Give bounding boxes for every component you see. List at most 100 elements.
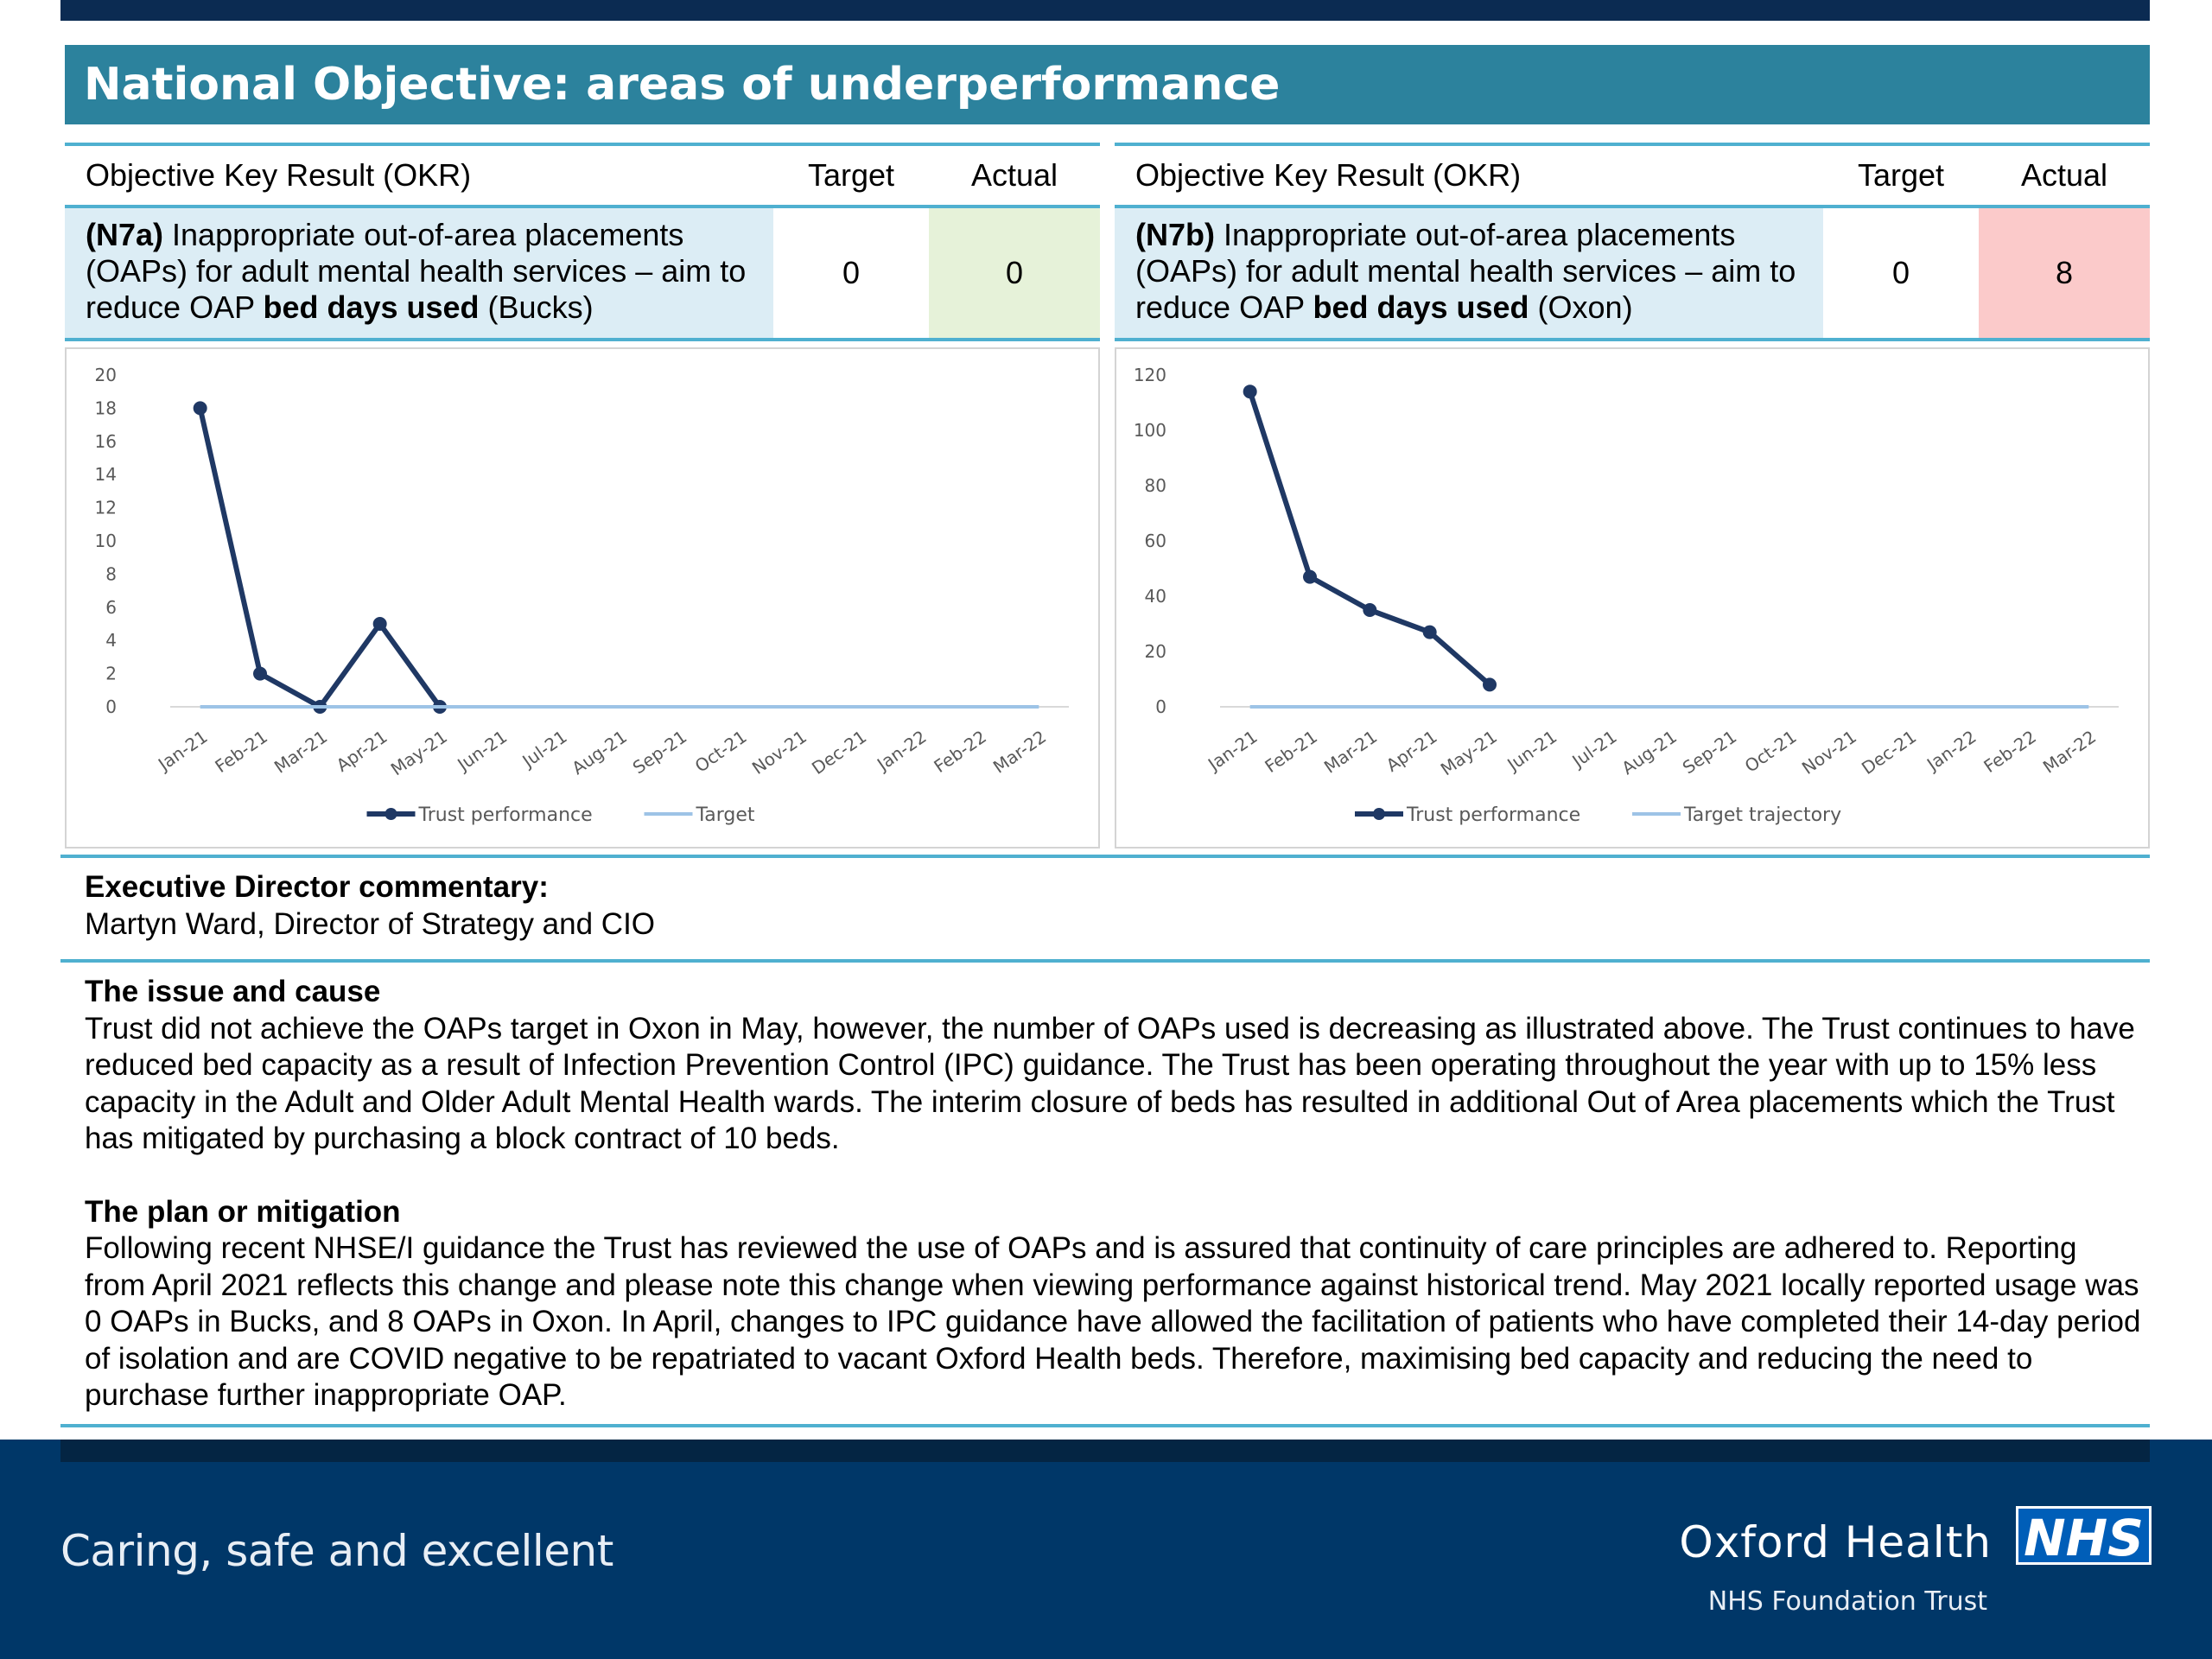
chart-n7a: 0 2 4 6 8 10 12 14 16 18 20 Jan-21 Feb-21 Mar-21 Apr-2…	[65, 347, 1100, 849]
commentary-heading: Executive Director commentary:	[85, 870, 549, 904]
commentary-section: Executive Director commentary: Martyn Wa…	[85, 869, 2141, 943]
y-tick-label: 20	[95, 365, 117, 385]
okr-text-end: (Bucks)	[479, 289, 594, 325]
legend-label: Trust performance	[1406, 804, 1580, 826]
okr-text: Inappropriate out-of-area placements (OA…	[1135, 217, 1796, 325]
page-title: National Objective: areas of underperfor…	[65, 45, 2150, 124]
okr-text-bold: bed days used	[1313, 289, 1529, 325]
data-point	[372, 617, 387, 631]
okr-text-end: (Oxon)	[1529, 289, 1633, 325]
issue-heading: The issue and cause	[85, 975, 381, 1008]
x-tick-label: Mar-22	[989, 726, 1050, 777]
y-tick-label: 6	[105, 597, 117, 618]
x-tick-label: Jan-21	[1203, 726, 1261, 775]
top-bar	[60, 0, 2150, 21]
footer-strip	[60, 1440, 2150, 1462]
x-tick-label: Oct-21	[691, 726, 751, 776]
x-tick-label: Nov-21	[748, 726, 810, 778]
tagline: Caring, safe and excellent	[60, 1526, 613, 1576]
data-point	[1363, 603, 1377, 617]
target-value: 0	[1891, 255, 1910, 290]
okr-row: (N7b) Inappropriate out-of-area placemen…	[1115, 208, 2150, 341]
legend-label: Target trajectory	[1683, 804, 1841, 826]
legend-label: Target	[696, 804, 755, 826]
y-tick-label: 100	[1134, 420, 1166, 441]
x-tick-label: Jan-22	[1922, 726, 1980, 775]
x-tick-label: Jun-21	[1502, 726, 1560, 775]
footer: Caring, safe and excellent Oxford Health…	[0, 1440, 2212, 1659]
data-point	[1303, 569, 1317, 584]
okr-column-header: Objective Key Result (OKR)	[1135, 157, 1522, 193]
org-name: Oxford Health	[1679, 1517, 1992, 1567]
okr-header-row: Objective Key Result (OKR) Target Actual	[65, 146, 1100, 208]
series-line	[1247, 391, 1491, 687]
plan-body: Following recent NHSE/I guidance the Tru…	[85, 1231, 2141, 1412]
x-tick-label: Aug-21	[1618, 726, 1681, 779]
y-tick-label: 8	[105, 563, 117, 584]
y-tick-label: 2	[105, 664, 117, 684]
y-tick-label: 20	[1145, 641, 1166, 662]
x-tick-label: Sep-21	[1679, 726, 1740, 778]
data-point	[1243, 385, 1257, 399]
x-tick-label: Apr-21	[333, 726, 391, 776]
target-column-header: Target	[807, 157, 895, 193]
x-tick-label: Dec-21	[808, 726, 870, 779]
data-point	[1483, 677, 1497, 692]
x-tick-label: Jul-21	[518, 726, 571, 772]
target-column-header: Target	[1857, 157, 1945, 193]
y-tick-label: 10	[95, 531, 117, 551]
divider	[60, 959, 2150, 963]
okr-text: Inappropriate out-of-area placements (OA…	[86, 217, 747, 325]
chart-n7b: 0 20 40 60 80 100 120 Jan-21 Feb-21 Mar-21 Apr-21 M…	[1115, 347, 2150, 849]
x-tick-label: Jun-21	[452, 726, 511, 775]
okr-description: (N7a) Inappropriate out-of-area placemen…	[65, 208, 773, 338]
divider	[60, 855, 2150, 858]
x-tick-label: Feb-21	[211, 726, 271, 777]
actual-column-header: Actual	[2020, 157, 2108, 193]
x-tick-label: Jul-21	[1567, 726, 1621, 772]
okr-column-header: Objective Key Result (OKR)	[86, 157, 472, 193]
series-line	[197, 407, 442, 709]
x-tick-label: Feb-22	[930, 726, 990, 777]
x-tick-label: Mar-21	[270, 726, 331, 777]
y-tick-label: 18	[95, 397, 117, 418]
data-point	[193, 401, 207, 416]
x-tick-label: Feb-22	[1980, 726, 2040, 777]
y-tick-label: 60	[1145, 531, 1166, 551]
y-tick-label: 4	[105, 630, 117, 651]
x-tick-label: Feb-21	[1261, 726, 1321, 777]
okr-row: (N7a) Inappropriate out-of-area placemen…	[65, 208, 1100, 341]
x-tick-label: Mar-21	[1320, 726, 1381, 777]
issue-body: Trust did not achieve the OAPs target in…	[85, 1011, 2135, 1156]
okr-description: (N7b) Inappropriate out-of-area placemen…	[1115, 208, 1823, 338]
target-value: 0	[842, 255, 861, 290]
y-tick-label: 80	[1145, 475, 1166, 496]
okr-code: (N7a)	[86, 217, 164, 252]
actual-column-header: Actual	[970, 157, 1058, 193]
issue-section: The issue and cause Trust did not achiev…	[85, 974, 2141, 1414]
legend-label: Trust performance	[418, 804, 593, 826]
x-tick-label: Jan-22	[872, 726, 930, 775]
okr-code: (N7b)	[1135, 217, 1215, 252]
y-tick-label: 12	[95, 498, 117, 518]
actual-value: 8	[1979, 208, 2150, 338]
y-tick-label: 0	[105, 696, 117, 717]
x-tick-label: Oct-21	[1741, 726, 1801, 776]
okr-header-row: Objective Key Result (OKR) Target Actual	[1115, 146, 2150, 208]
x-tick-label: Dec-21	[1858, 726, 1920, 779]
x-tick-label: Aug-21	[568, 726, 631, 779]
x-tick-label: Mar-22	[2039, 726, 2100, 777]
y-tick-label: 16	[95, 431, 117, 452]
y-tick-label: 120	[1134, 365, 1166, 385]
org-subtitle: NHS Foundation Trust	[1707, 1586, 1987, 1617]
x-tick-label: Jan-21	[153, 726, 211, 775]
nhs-logo-icon: NHS	[2016, 1506, 2152, 1567]
plan-heading: The plan or mitigation	[85, 1194, 401, 1229]
legend-marker	[385, 808, 397, 820]
x-tick-label: May-21	[1437, 726, 1501, 779]
actual-value: 0	[929, 208, 1100, 338]
legend-marker	[1373, 808, 1385, 820]
commentary-author: Martyn Ward, Director of Strategy and CI…	[85, 906, 656, 941]
